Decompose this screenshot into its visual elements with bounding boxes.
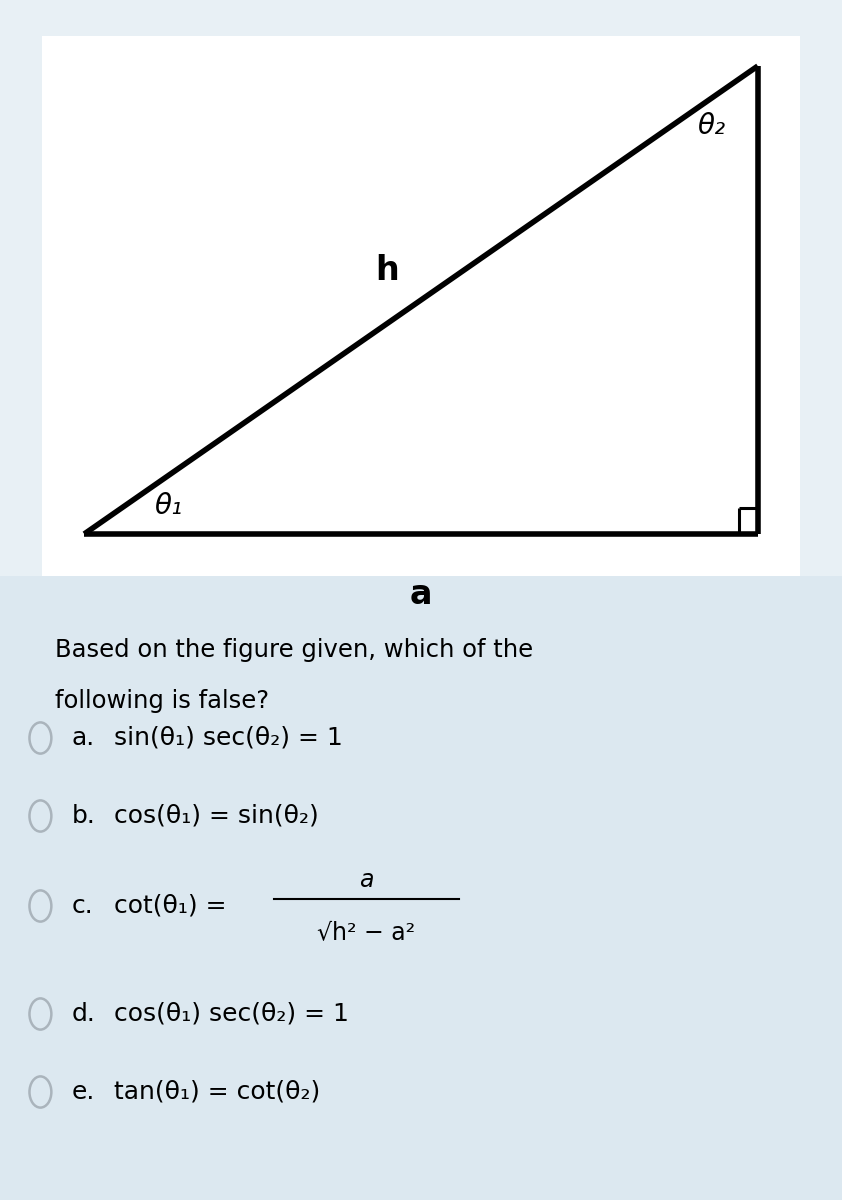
Text: cot(θ₁) =: cot(θ₁) = [114,894,226,918]
Text: sin(θ₁) sec(θ₂) = 1: sin(θ₁) sec(θ₂) = 1 [114,726,343,750]
Text: a: a [410,577,432,611]
Text: cos(θ₁) sec(θ₂) = 1: cos(θ₁) sec(θ₂) = 1 [114,1002,349,1026]
Text: a: a [359,868,374,892]
Text: √h² − a²: √h² − a² [317,920,415,944]
Text: e.: e. [72,1080,95,1104]
Text: θ₂: θ₂ [697,112,726,140]
Text: cos(θ₁) = sin(θ₂): cos(θ₁) = sin(θ₂) [114,804,318,828]
Text: tan(θ₁) = cot(θ₂): tan(θ₁) = cot(θ₂) [114,1080,320,1104]
Text: b.: b. [72,804,95,828]
Bar [42,36,800,576]
Text: a.: a. [72,726,95,750]
Text: c.: c. [72,894,93,918]
Text: following is false?: following is false? [55,689,269,713]
Text: h: h [376,253,399,287]
Bar [0,576,842,1200]
Text: Based on the figure given, which of the: Based on the figure given, which of the [55,638,533,662]
Text: θ₁: θ₁ [154,492,183,521]
Text: d.: d. [72,1002,95,1026]
